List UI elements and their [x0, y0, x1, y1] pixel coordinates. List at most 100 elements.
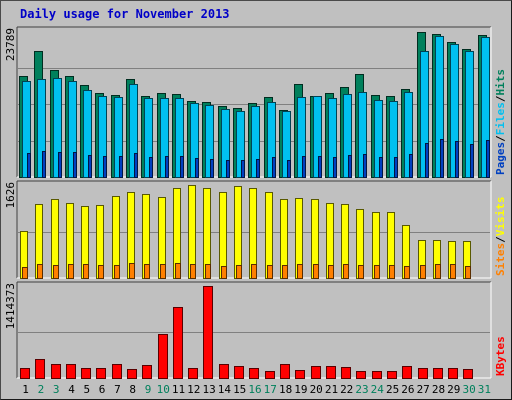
bar-files-day-26 — [404, 92, 413, 178]
bar-kbytes-day-30 — [463, 369, 473, 379]
bar-files-day-11 — [175, 98, 184, 178]
bar-kbytes-day-11 — [173, 307, 183, 379]
legend-part: Visits — [494, 197, 507, 237]
day-label-28: 28 — [432, 383, 445, 396]
bar-kbytes-day-24 — [372, 371, 382, 379]
bar-files-day-13 — [205, 105, 214, 178]
day-label-7: 7 — [114, 383, 121, 396]
bar-kbytes-day-27 — [418, 368, 428, 379]
day-label-4: 4 — [68, 383, 75, 396]
bar-files-day-2 — [37, 79, 46, 178]
bar-kbytes-day-22 — [341, 367, 351, 379]
y-max-tick-label: 1414373 — [4, 283, 17, 329]
day-label-18: 18 — [279, 383, 292, 396]
bar-kbytes-day-12 — [188, 368, 198, 379]
day-label-12: 12 — [187, 383, 200, 396]
bar-kbytes-day-17 — [265, 371, 275, 379]
day-label-16: 16 — [248, 383, 261, 396]
bar-visits-day-14 — [219, 192, 227, 279]
bar-sites-day-30 — [465, 266, 471, 279]
bar-files-day-1 — [22, 81, 31, 178]
bar-kbytes-day-18 — [280, 364, 290, 379]
bar-kbytes-day-7 — [112, 364, 122, 379]
panel-background — [17, 282, 491, 378]
bar-kbytes-day-26 — [402, 366, 412, 379]
bar-pages-day-2 — [42, 151, 46, 178]
bar-kbytes-day-3 — [51, 364, 61, 379]
bar-kbytes-day-29 — [448, 368, 458, 379]
bar-files-day-14 — [221, 109, 230, 178]
bar-files-day-3 — [53, 78, 62, 178]
legend-part: Pages — [494, 142, 507, 175]
bar-pages-day-8 — [134, 153, 138, 178]
bar-pages-day-15 — [241, 160, 245, 178]
bar-pages-day-17 — [272, 157, 276, 178]
bar-sites-day-1 — [22, 267, 28, 279]
legend-part: / — [494, 95, 507, 102]
bar-sites-day-28 — [435, 264, 441, 279]
bar-files-day-18 — [282, 111, 291, 178]
bar-pages-day-28 — [440, 139, 444, 178]
bar-kbytes-day-28 — [433, 368, 443, 379]
bar-kbytes-day-10 — [158, 334, 168, 379]
bar-kbytes-day-9 — [142, 365, 152, 379]
bar-pages-day-4 — [73, 152, 77, 178]
bar-pages-day-20 — [318, 156, 322, 178]
bar-pages-day-14 — [226, 160, 230, 178]
bar-files-day-20 — [313, 96, 322, 178]
bar-files-day-29 — [450, 44, 459, 178]
bar-kbytes-day-16 — [249, 368, 259, 379]
bar-files-day-30 — [465, 51, 474, 178]
bar-files-day-23 — [358, 92, 367, 178]
day-label-26: 26 — [401, 383, 414, 396]
bar-sites-day-8 — [129, 263, 135, 279]
bar-files-day-22 — [343, 94, 352, 178]
bar-pages-day-13 — [210, 159, 214, 178]
bar-sites-day-21 — [328, 265, 334, 279]
bar-pages-day-24 — [379, 157, 383, 178]
bar-pages-day-6 — [103, 156, 107, 178]
day-label-9: 9 — [145, 383, 152, 396]
bar-kbytes-day-23 — [356, 371, 366, 379]
bar-pages-day-22 — [348, 155, 352, 178]
bar-kbytes-day-15 — [234, 366, 244, 379]
bar-pages-day-1 — [27, 153, 31, 178]
bar-pages-day-23 — [363, 154, 367, 178]
day-label-19: 19 — [294, 383, 307, 396]
day-label-11: 11 — [172, 383, 185, 396]
bar-pages-day-26 — [409, 154, 413, 178]
bar-kbytes-day-2 — [35, 359, 45, 379]
bar-sites-day-18 — [282, 265, 288, 279]
bar-sites-day-24 — [374, 265, 380, 279]
day-label-5: 5 — [83, 383, 90, 396]
bar-sites-day-9 — [144, 264, 150, 279]
bar-files-day-10 — [160, 98, 169, 178]
bar-pages-day-19 — [302, 156, 306, 178]
bar-sites-day-12 — [190, 264, 196, 279]
bar-kbytes-day-13 — [203, 286, 213, 379]
bar-pages-day-18 — [287, 160, 291, 178]
bar-pages-day-27 — [425, 143, 429, 178]
bar-pages-day-9 — [149, 157, 153, 178]
bar-files-day-6 — [98, 96, 107, 178]
bar-sites-day-14 — [221, 266, 227, 279]
bar-files-day-17 — [267, 102, 276, 178]
bar-files-day-27 — [420, 51, 429, 178]
bar-pages-day-21 — [333, 157, 337, 178]
day-label-6: 6 — [99, 383, 106, 396]
bar-files-day-12 — [190, 103, 199, 178]
bar-sites-day-10 — [160, 264, 166, 279]
bar-kbytes-day-5 — [81, 368, 91, 379]
y-max-tick-label: 1626 — [4, 182, 17, 209]
bar-sites-day-16 — [251, 264, 257, 279]
bar-files-day-31 — [481, 37, 490, 178]
bar-sites-day-22 — [343, 264, 349, 279]
bar-sites-day-4 — [68, 264, 74, 279]
bar-pages-day-11 — [180, 156, 184, 178]
day-label-23: 23 — [355, 383, 368, 396]
right-legend-label: KBytes — [494, 336, 507, 376]
day-label-15: 15 — [233, 383, 246, 396]
day-label-3: 3 — [53, 383, 60, 396]
bar-sites-day-19 — [297, 264, 303, 279]
day-label-8: 8 — [129, 383, 136, 396]
